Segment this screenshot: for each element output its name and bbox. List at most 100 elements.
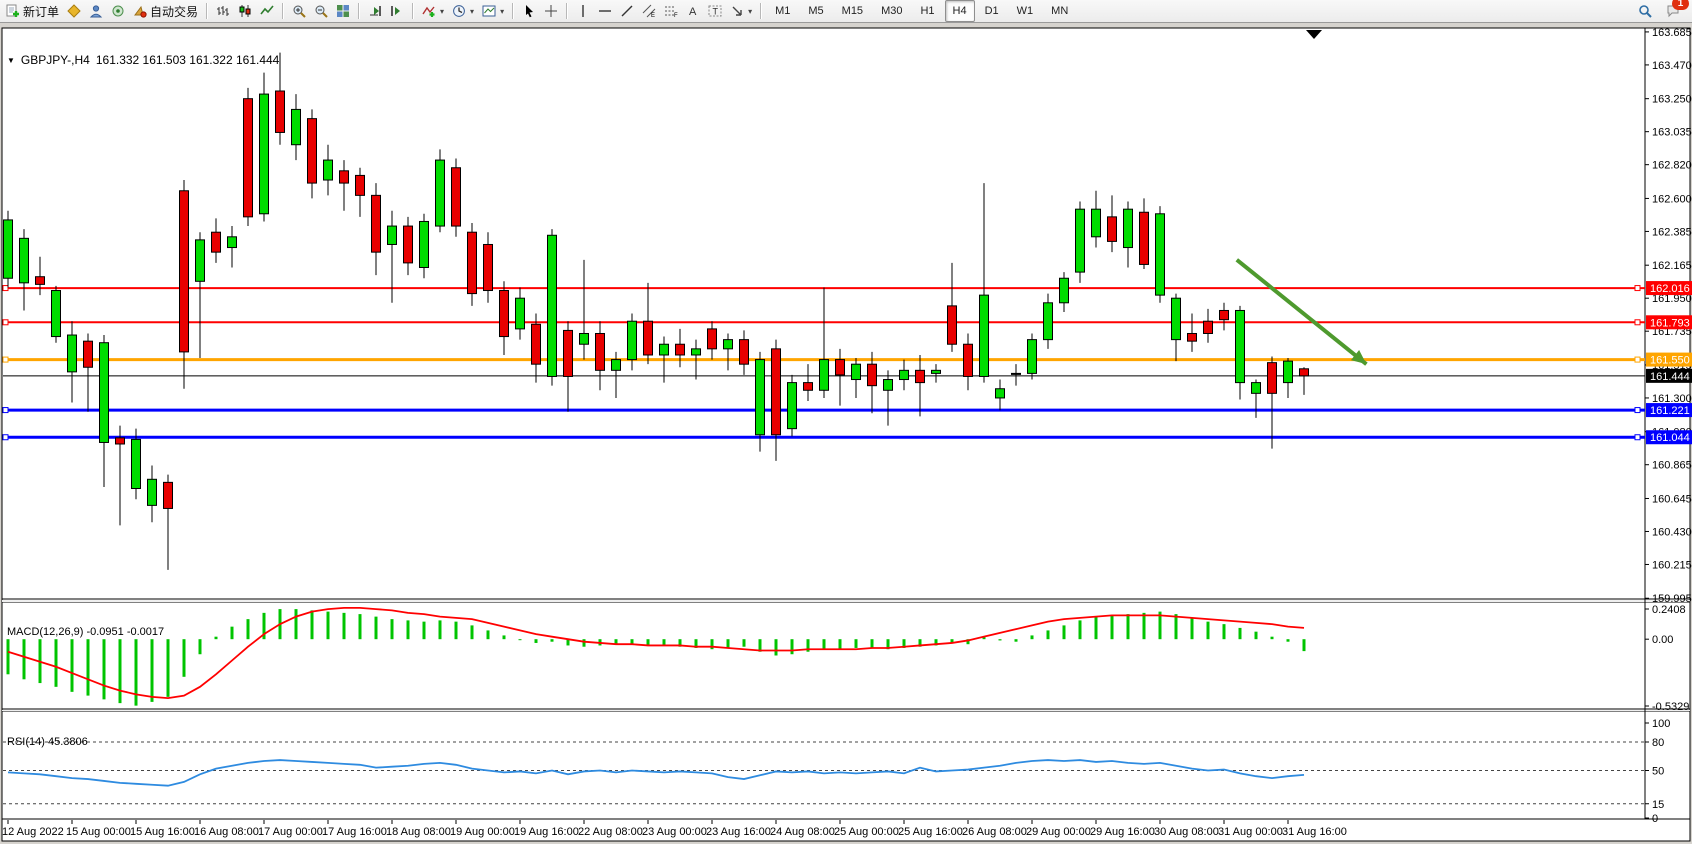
signal-button[interactable] bbox=[107, 0, 129, 22]
candle bbox=[547, 234, 557, 377]
macd-bar bbox=[134, 639, 138, 706]
line-handle[interactable] bbox=[1634, 407, 1641, 414]
timeframe-h1-button[interactable]: H1 bbox=[920, 5, 935, 17]
text-label-button[interactable]: T bbox=[704, 0, 726, 22]
new-order-button[interactable]: 新订单 bbox=[2, 0, 63, 22]
candle bbox=[515, 297, 525, 330]
chat-button[interactable]: 1 bbox=[1662, 0, 1689, 22]
fibonacci-button[interactable]: F bbox=[660, 0, 682, 22]
macd-bar bbox=[742, 639, 746, 647]
candle bbox=[227, 236, 237, 249]
timeframe-h4-button[interactable]: H4 bbox=[944, 0, 975, 22]
chart-menu-icon[interactable]: ▼ bbox=[7, 55, 15, 65]
chevron-down-icon[interactable]: ▾ bbox=[440, 6, 445, 16]
auto-scroll-button[interactable] bbox=[364, 0, 386, 22]
chevron-down-icon[interactable]: ▾ bbox=[500, 6, 505, 16]
text-button[interactable]: A bbox=[682, 0, 704, 22]
trendline-button[interactable] bbox=[616, 0, 638, 22]
chevron-down-icon[interactable]: ▾ bbox=[748, 6, 753, 16]
svg-text:159.995: 159.995 bbox=[1652, 593, 1692, 605]
autotrade-button[interactable]: 自动交易 bbox=[129, 0, 202, 22]
line-handle[interactable] bbox=[1634, 356, 1641, 363]
timeframe-m1-button[interactable]: M1 bbox=[775, 5, 791, 17]
svg-text:15 Aug 16:00: 15 Aug 16:00 bbox=[130, 826, 195, 838]
candle bbox=[179, 190, 189, 353]
macd-bar bbox=[918, 639, 922, 647]
macd-bar bbox=[982, 636, 986, 640]
chart-bars-button[interactable] bbox=[212, 0, 234, 22]
zoom-in-button[interactable] bbox=[288, 0, 310, 22]
channel-button[interactable]: E bbox=[638, 0, 660, 22]
timeframe-m15-button[interactable]: M15 bbox=[841, 5, 864, 17]
vline-button[interactable] bbox=[572, 0, 594, 22]
candle bbox=[163, 481, 173, 509]
timeframe-mn-button[interactable]: MN bbox=[1051, 5, 1069, 17]
timeframe-m5-button[interactable]: M5 bbox=[808, 5, 824, 17]
candle bbox=[1155, 213, 1165, 296]
main-toolbar: 新订单 自动交易 ▾ ▾ ▾ E F A T ▾ M1 M5 M15 M30 H1 H4 D1 W1 MN 1 bbox=[0, 0, 1692, 23]
toolbar-group bbox=[518, 0, 562, 22]
svg-text:161.044: 161.044 bbox=[1650, 432, 1690, 444]
macd-bar bbox=[1238, 627, 1242, 640]
macd-bar bbox=[774, 639, 778, 656]
zoom-out-button[interactable] bbox=[310, 0, 332, 22]
tile-windows-button[interactable] bbox=[332, 0, 354, 22]
templates-button[interactable]: ▾ bbox=[478, 0, 508, 22]
candle bbox=[195, 239, 205, 282]
pane-splitter[interactable] bbox=[2, 710, 1690, 711]
cursor-button[interactable] bbox=[518, 0, 540, 22]
chart-window[interactable]: 163.685 163.470 163.250 163.035 162.820 162.6… bbox=[0, 23, 1692, 844]
chart-shift-button[interactable] bbox=[386, 0, 408, 22]
macd-bar bbox=[870, 639, 874, 648]
chart-canvas[interactable]: 163.685 163.470 163.250 163.035 162.820 162.6… bbox=[0, 23, 1692, 844]
candle bbox=[499, 290, 509, 338]
chart-line-button[interactable] bbox=[256, 0, 278, 22]
svg-text:A: A bbox=[689, 6, 697, 18]
macd-bar bbox=[1142, 612, 1146, 640]
macd-bar bbox=[1254, 631, 1258, 640]
candle bbox=[355, 174, 365, 196]
macd-bar bbox=[198, 639, 202, 655]
market-watch-button[interactable] bbox=[63, 0, 85, 22]
timeframe-w1-button[interactable]: W1 bbox=[1016, 5, 1034, 17]
candle bbox=[3, 219, 13, 279]
indicators-button[interactable]: ▾ bbox=[418, 0, 448, 22]
candle bbox=[291, 108, 301, 146]
candle bbox=[403, 225, 413, 264]
line-handle[interactable] bbox=[2, 434, 9, 441]
svg-text:29 Aug 16:00: 29 Aug 16:00 bbox=[1090, 826, 1155, 838]
search-button[interactable] bbox=[1634, 0, 1656, 22]
svg-text:163.685: 163.685 bbox=[1652, 27, 1692, 39]
crosshair-button[interactable] bbox=[540, 0, 562, 22]
line-handle[interactable] bbox=[2, 285, 9, 292]
macd-bar bbox=[1110, 615, 1114, 640]
chevron-down-icon[interactable]: ▾ bbox=[470, 6, 475, 16]
svg-text:161.550: 161.550 bbox=[1650, 355, 1690, 367]
line-handle[interactable] bbox=[1634, 434, 1641, 441]
macd-bar bbox=[838, 639, 842, 650]
toolbar-separator bbox=[282, 3, 285, 19]
line-handle[interactable] bbox=[2, 407, 9, 414]
hline-button[interactable] bbox=[594, 0, 616, 22]
indicators-icon bbox=[422, 6, 435, 17]
line-handle[interactable] bbox=[1634, 319, 1641, 326]
trend-arrow[interactable] bbox=[1235, 258, 1368, 366]
macd-bar bbox=[294, 609, 298, 640]
autotrade-label: 自动交易 bbox=[150, 4, 199, 19]
candle bbox=[1091, 208, 1101, 238]
navigator-button[interactable] bbox=[85, 0, 107, 22]
candle bbox=[1171, 297, 1181, 341]
macd-bar bbox=[1030, 635, 1034, 640]
timeframe-d1-button[interactable]: D1 bbox=[984, 5, 999, 17]
chart-candles-button[interactable] bbox=[234, 0, 256, 22]
line-handle[interactable] bbox=[1634, 285, 1641, 292]
pane-splitter[interactable] bbox=[2, 600, 1690, 602]
timeframe-m30-button[interactable]: M30 bbox=[881, 5, 903, 17]
crosshair-icon bbox=[545, 5, 558, 17]
line-handle[interactable] bbox=[2, 356, 9, 363]
shapes-button[interactable]: ▾ bbox=[726, 0, 756, 22]
line-handle[interactable] bbox=[2, 319, 9, 326]
periods-button[interactable]: ▾ bbox=[448, 0, 478, 22]
chart-shift-marker[interactable] bbox=[1306, 30, 1322, 39]
candle bbox=[915, 369, 925, 384]
